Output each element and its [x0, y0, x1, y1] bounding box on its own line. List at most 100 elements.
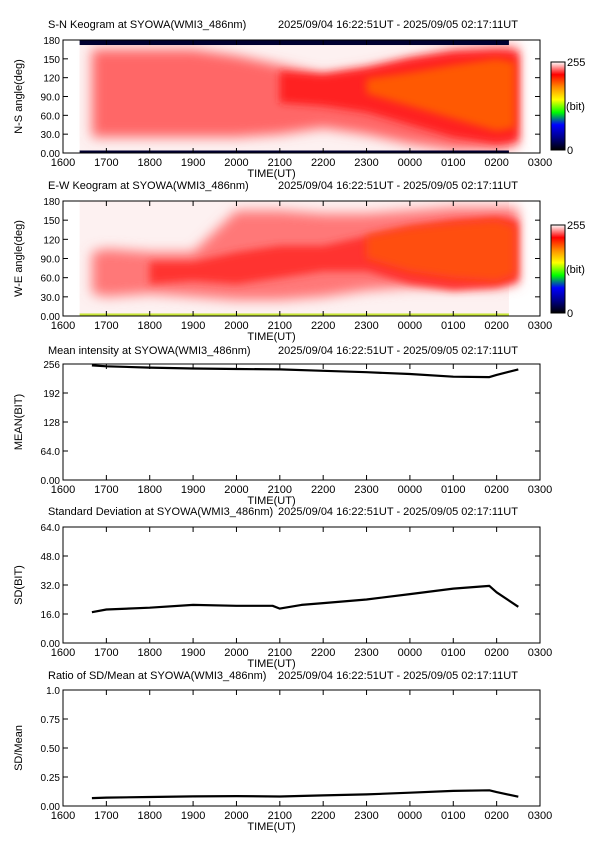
y-tick-label: 0.00	[41, 312, 61, 323]
x-tick-label: 2200	[311, 157, 335, 169]
x-tick-label: 2300	[354, 484, 378, 496]
x-tick-label: 0000	[398, 484, 422, 496]
y-tick-label: 0.00	[41, 802, 61, 813]
x-tick-label: 1800	[137, 320, 161, 332]
x-tick-label: 2100	[268, 647, 292, 659]
x-tick-label: 2200	[311, 320, 335, 332]
x-tick-label: 0200	[484, 320, 508, 332]
y-tick-label: 128	[43, 418, 60, 429]
panel-title: Mean intensity at SYOWA(WMI3_486nm)	[48, 345, 251, 357]
y-tick-label: 0.25	[41, 773, 61, 784]
panel-title: E-W Keogram at SYOWA(WMI3_486nm)	[48, 180, 249, 192]
keogram-image	[79, 201, 519, 316]
colorbar-min-label: 0	[567, 308, 573, 320]
colorbar-max-label: 255	[567, 220, 585, 232]
x-tick-label: 0200	[484, 810, 508, 822]
x-tick-label: 0100	[441, 484, 465, 496]
x-tick-label: 0000	[398, 157, 422, 169]
x-tick-label: 0300	[528, 647, 552, 659]
colorbar: 255 (bit) 0	[550, 57, 585, 157]
x-tick-label: 1600	[51, 810, 75, 822]
y-tick-label: 150	[43, 55, 60, 66]
x-tick-label: 2000	[224, 810, 248, 822]
y-axis-label: MEAN(BIT)	[13, 394, 25, 450]
plot-frame	[62, 689, 541, 807]
intensity-band	[366, 220, 515, 281]
panel-title: S-N Keogram at SYOWA(WMI3_486nm)	[48, 19, 246, 31]
x-tick-label: 2100	[268, 157, 292, 169]
x-tick-label: 1700	[94, 484, 118, 496]
y-tick-label: 16.0	[41, 610, 61, 621]
x-tick-label: 1800	[137, 484, 161, 496]
x-tick-label: 2100	[268, 484, 292, 496]
y-axis-label: N-S angle(deg)	[13, 59, 25, 134]
x-tick-label: 0100	[441, 810, 465, 822]
x-tick-label: 0300	[528, 810, 552, 822]
x-axis-label: TIME(UT)	[247, 331, 295, 343]
x-tick-label: 0200	[484, 157, 508, 169]
x-tick-label: 0200	[484, 647, 508, 659]
x-tick-label: 2000	[224, 647, 248, 659]
panel-3: Mean intensity at SYOWA(WMI3_486nm) 2025/…	[13, 345, 552, 507]
y-tick-label: 0.00	[41, 149, 61, 160]
y-tick-label: 256	[43, 360, 60, 371]
y-tick-label: 30.0	[41, 293, 61, 304]
y-tick-label: 120	[43, 74, 60, 85]
panel-5: Ratio of SD/Mean at SYOWA(WMI3_486nm) 202…	[13, 670, 552, 833]
x-tick-label: 1800	[137, 157, 161, 169]
plot-frame	[62, 526, 541, 644]
panel-1: S-N Keogram at SYOWA(WMI3_486nm) 2025/09/…	[13, 19, 585, 180]
y-tick-label: 150	[43, 216, 60, 227]
y-tick-label: 64.0	[41, 523, 61, 534]
panel-4: Standard Deviation at SYOWA(WMI3_486nm) 2…	[13, 506, 552, 670]
x-tick-label: 2200	[311, 810, 335, 822]
x-tick-label: 0000	[398, 810, 422, 822]
y-tick-label: 60.0	[41, 274, 61, 285]
x-tick-label: 0300	[528, 484, 552, 496]
x-tick-label: 1900	[181, 484, 205, 496]
x-tick-label: 1900	[181, 157, 205, 169]
colorbar-unit-label: (bit)	[566, 264, 585, 276]
colorbar-max-label: 255	[567, 57, 585, 69]
series-line	[91, 364, 519, 379]
x-tick-label: 2300	[354, 647, 378, 659]
x-tick-label: 1900	[181, 320, 205, 332]
y-tick-label: 0.75	[41, 715, 61, 726]
edge-band	[79, 313, 509, 316]
x-tick-label: 1900	[181, 810, 205, 822]
colorbar-unit-label: (bit)	[566, 101, 585, 113]
x-tick-label: 1600	[51, 320, 75, 332]
x-tick-label: 1700	[94, 320, 118, 332]
y-tick-label: 64.0	[41, 447, 61, 458]
panel-time-range: 2025/09/04 16:22:51UT - 2025/09/05 02:17…	[278, 19, 518, 31]
x-tick-label: 2300	[354, 320, 378, 332]
panel-time-range: 2025/09/04 16:22:51UT - 2025/09/05 02:17…	[278, 180, 518, 192]
x-tick-label: 2200	[311, 647, 335, 659]
y-axis-label: SD(BIT)	[13, 565, 25, 605]
intensity-band	[366, 58, 515, 131]
y-tick-label: 0.50	[41, 744, 61, 755]
series-line	[91, 584, 519, 614]
y-tick-label: 60.0	[41, 111, 61, 122]
x-axis-label: TIME(UT)	[247, 821, 295, 833]
x-tick-label: 1700	[94, 810, 118, 822]
edge-band	[79, 40, 509, 46]
y-tick-label: 0.00	[41, 639, 61, 650]
colorbar-min-label: 0	[567, 145, 573, 157]
panel-time-range: 2025/09/04 16:22:51UT - 2025/09/05 02:17…	[278, 506, 518, 518]
x-tick-label: 1600	[51, 484, 75, 496]
x-tick-label: 1600	[51, 647, 75, 659]
colorbar: 255 (bit) 0	[550, 220, 585, 320]
x-tick-label: 0100	[441, 157, 465, 169]
x-tick-label: 0100	[441, 320, 465, 332]
x-tick-label: 1600	[51, 157, 75, 169]
plot-frame	[62, 363, 541, 481]
y-tick-label: 90.0	[41, 93, 61, 104]
panel-time-range: 2025/09/04 16:22:51UT - 2025/09/05 02:17…	[278, 345, 518, 357]
panel-title: Standard Deviation at SYOWA(WMI3_486nm)	[48, 506, 273, 518]
x-axis-label: TIME(UT)	[247, 168, 295, 180]
keogram-image	[79, 40, 519, 153]
x-tick-label: 2300	[354, 157, 378, 169]
y-tick-label: 1.0	[46, 686, 60, 697]
